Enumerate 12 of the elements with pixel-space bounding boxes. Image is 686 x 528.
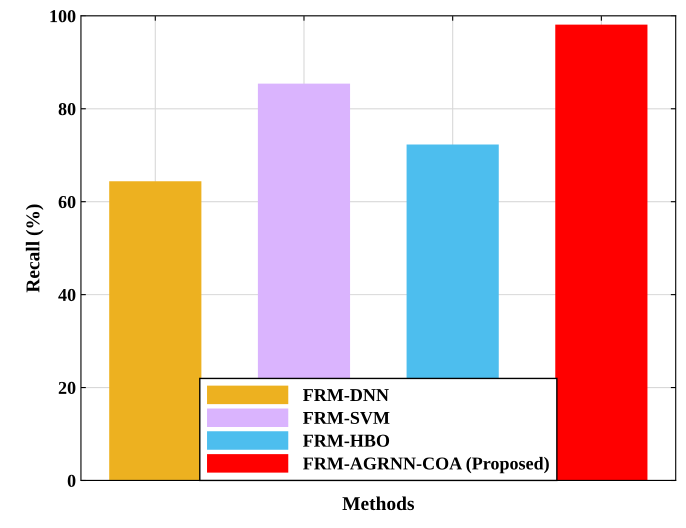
y-tick-label: 100 [50,10,76,22]
y-tick-label: 40 [58,288,76,302]
y-tick-label: 80 [58,103,76,116]
legend-label: FRM-SVM [303,412,390,424]
legend-label: FRM-HBO [303,434,390,447]
legend-label: FRM-DNN [303,389,389,402]
y-axis-title: Recall (%) [26,204,44,292]
x-axis-title: Methods [342,496,414,510]
y-tick-label: 60 [58,196,76,208]
legend-label: FRM-AGRNN-COA (Proposed) [303,456,549,474]
y-tick-label: 0 [68,474,76,487]
y-tick-label: 20 [58,382,76,394]
